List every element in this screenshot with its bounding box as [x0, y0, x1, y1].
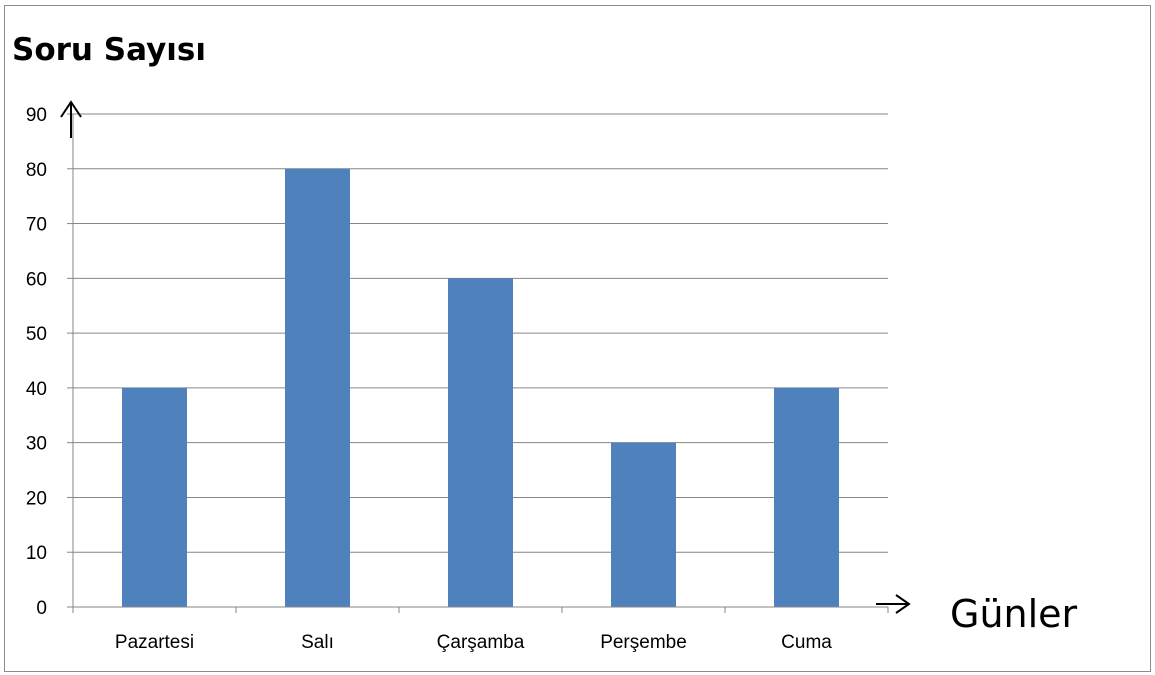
- axes: [60, 100, 911, 614]
- x-axis-arrow-head: [895, 594, 911, 614]
- x-tick-label-4: Cuma: [781, 632, 832, 653]
- y-tick-label-0: 0: [36, 598, 47, 619]
- tick-labels: 0 10 20 30 40 50 60 70 80 90 Pazartesi Salı Çarşamba…: [26, 105, 832, 653]
- x-tick-label-1: Salı: [301, 632, 334, 653]
- x-tick-label-3: Perşembe: [600, 632, 687, 653]
- bar-0: [122, 387, 187, 607]
- y-tick-label-30: 30: [26, 434, 47, 455]
- bar-3: [611, 442, 676, 607]
- y-tick-label-60: 60: [26, 269, 47, 290]
- bar-2: [448, 278, 513, 607]
- y-tick-label-70: 70: [26, 215, 47, 236]
- chart-frame: [4, 5, 1151, 672]
- y-tick-label-90: 90: [26, 105, 47, 126]
- x-tick-label-0: Pazartesi: [115, 632, 194, 653]
- y-tick-label-10: 10: [26, 543, 47, 564]
- y-tick-label-40: 40: [26, 379, 47, 400]
- y-axis-title: Soru Sayısı: [12, 32, 206, 68]
- bars: [122, 168, 839, 607]
- y-axis-arrow-head: [60, 100, 82, 118]
- x-tick-label-2: Çarşamba: [437, 632, 525, 653]
- bar-4: [774, 387, 839, 607]
- x-axis-title: Günler: [950, 592, 1078, 636]
- y-tick-label-50: 50: [26, 324, 47, 345]
- y-tick-label-80: 80: [26, 160, 47, 181]
- bar-1: [285, 168, 350, 607]
- y-tick-label-20: 20: [26, 488, 47, 509]
